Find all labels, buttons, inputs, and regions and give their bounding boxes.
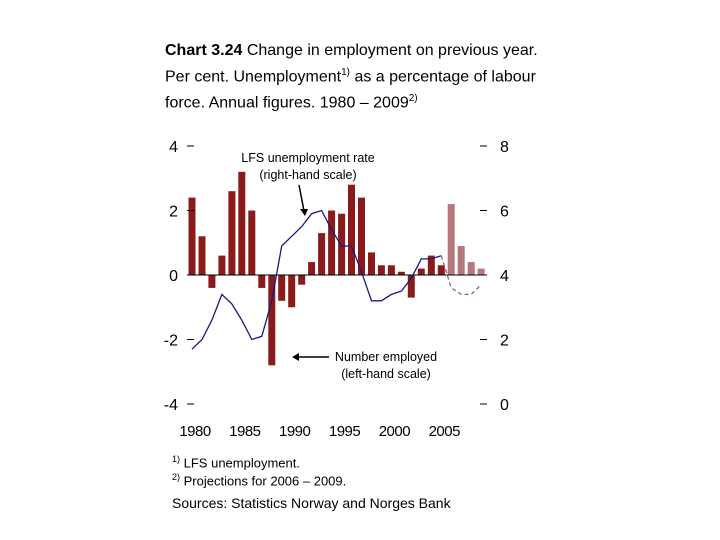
x-axis-tick: 1980 xyxy=(179,423,211,440)
bar-1996 xyxy=(348,184,355,275)
bar-1997 xyxy=(358,197,365,275)
bar-2008 xyxy=(467,262,475,275)
chart-title-sup-2: 2) xyxy=(408,93,418,105)
chart-title-sup-1: 1) xyxy=(341,67,350,78)
annotation-unemployment-line2: (right-hand scale) xyxy=(259,168,356,182)
chart-title: Chart 3.24 Change in employment on previ… xyxy=(165,40,545,115)
bar-1989 xyxy=(278,275,286,301)
right-axis-tick: 8 xyxy=(500,139,509,156)
bar-2004 xyxy=(427,255,435,275)
right-axis-tick: 0 xyxy=(500,397,509,414)
x-axis-tick: 2005 xyxy=(429,423,461,440)
bar-1981 xyxy=(198,236,206,275)
unemployment-line xyxy=(191,209,442,350)
chart-title-text-1: Change in employment on previous year. P… xyxy=(165,42,538,86)
left-axis-tick: 2 xyxy=(169,204,178,221)
left-axis-tick: -4 xyxy=(164,397,178,414)
annotation-unemployment-arrowhead xyxy=(300,209,308,216)
source-note: Sources: Statistics Norway and Norges Ba… xyxy=(172,495,451,511)
bar-1998 xyxy=(368,252,375,275)
right-axis-tick: 4 xyxy=(500,268,509,285)
footnote-2-mark: 2) xyxy=(172,472,181,482)
chart-title-text-2: as a percentage of labour force. Annual … xyxy=(165,68,536,112)
bar-1986 xyxy=(248,210,256,275)
annotation-employment-line1: Number employed xyxy=(335,350,437,364)
x-axis-tick: 1990 xyxy=(279,423,311,440)
footnote-1-text: LFS unemployment. xyxy=(183,455,300,471)
annotation-employment-line2: (left-hand scale) xyxy=(341,367,431,381)
left-axis-tick: 0 xyxy=(169,268,178,285)
bar-2007 xyxy=(457,246,465,275)
bar-1987 xyxy=(258,275,266,288)
bar-2002 xyxy=(407,275,415,298)
bar-2009 xyxy=(477,268,485,275)
bar-2001 xyxy=(397,271,405,275)
bar-1988 xyxy=(268,275,276,366)
bar-2005 xyxy=(437,265,445,275)
bar-1993 xyxy=(318,233,326,275)
bar-1980 xyxy=(188,197,196,275)
footnote-1: 1) LFS unemployment. xyxy=(172,454,300,470)
right-axis-tick: 2 xyxy=(500,333,509,350)
x-axis-tick: 1985 xyxy=(229,423,261,440)
bar-1985 xyxy=(238,171,246,275)
footnote-1-mark: 1) xyxy=(172,454,181,464)
bar-1992 xyxy=(308,262,316,275)
annotation-unemployment-arrow xyxy=(298,184,305,212)
bar-2006 xyxy=(447,204,455,275)
bar-1984 xyxy=(228,191,236,275)
bar-1983 xyxy=(218,255,226,275)
x-axis-tick: 1995 xyxy=(329,423,361,440)
chart-title-label: Chart 3.24 xyxy=(165,42,243,59)
bar-2000 xyxy=(387,265,395,275)
bar-1995 xyxy=(338,213,346,275)
x-axis-tick: 2000 xyxy=(379,423,411,440)
unemployment-line-projection xyxy=(440,255,482,296)
bar-1999 xyxy=(377,265,385,275)
left-axis-tick: 4 xyxy=(169,139,178,156)
left-axis-tick: -2 xyxy=(164,333,178,350)
bar-1990 xyxy=(288,275,296,308)
annotation-unemployment-line1: LFS unemployment rate xyxy=(241,151,374,165)
annotation-employment-arrowhead xyxy=(292,353,299,361)
right-axis-tick: 6 xyxy=(500,204,509,221)
bar-1994 xyxy=(328,210,336,275)
footnote-2: 2) Projections for 2006 – 2009. xyxy=(172,472,346,488)
bar-1982 xyxy=(208,275,216,288)
bar-1991 xyxy=(298,275,306,285)
bar-2003 xyxy=(417,268,425,275)
footnote-2-text: Projections for 2006 – 2009. xyxy=(183,473,347,489)
